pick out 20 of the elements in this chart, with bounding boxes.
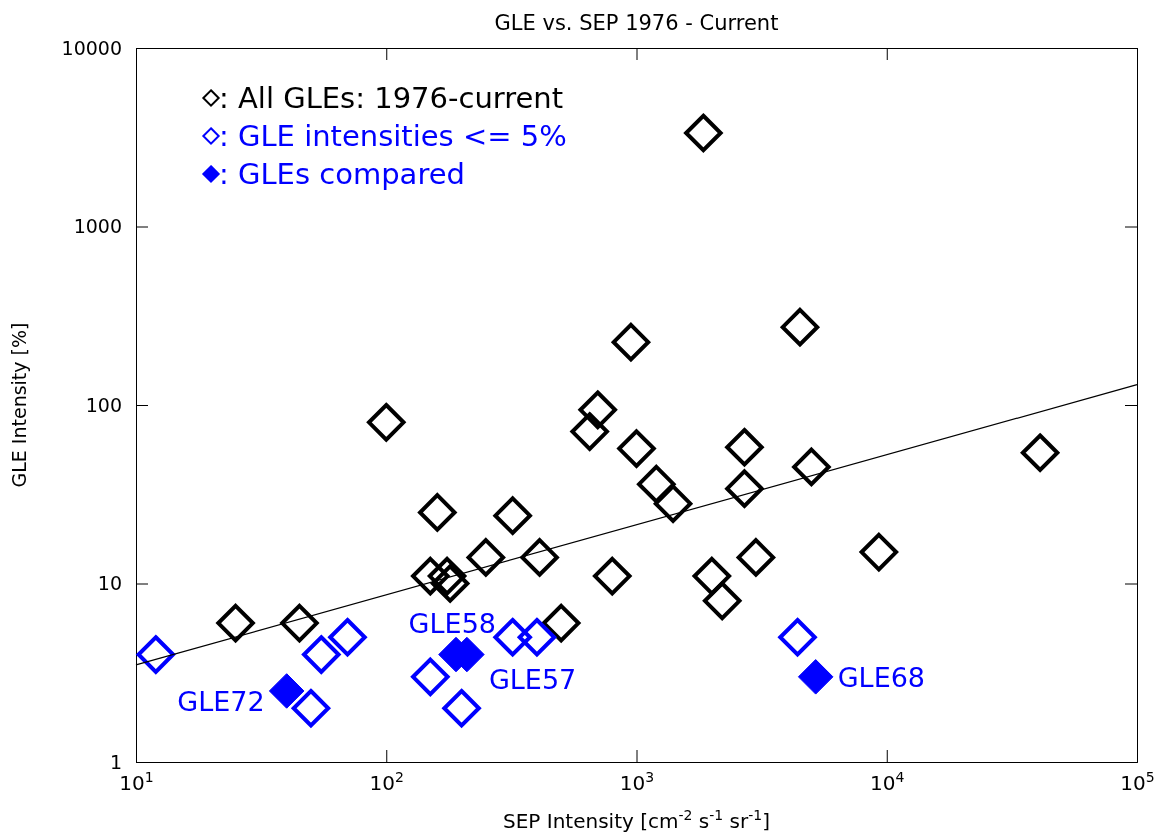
- chart-title: GLE vs. SEP 1976 - Current: [494, 11, 779, 35]
- legend-label: : All GLEs: 1976-current: [219, 81, 564, 115]
- y-tick-label: 10: [97, 572, 122, 595]
- x-tick-label: 10$^{2}$: [369, 769, 404, 796]
- y-tick-label: 100: [85, 393, 122, 416]
- annotation: GLE68: [837, 661, 926, 693]
- x-tick-label: 10$^{3}$: [619, 769, 655, 796]
- y-tick-label: 1: [109, 750, 122, 773]
- x-tick-label: 10$^{4}$: [870, 769, 905, 796]
- legend-label: : GLEs compared: [219, 157, 465, 191]
- x-axis-title: SEP Intensity [cm$^{-2}$ s$^{-1}$ sr$^{-1}$]: [503, 807, 770, 833]
- annotation: GLE57: [488, 663, 577, 695]
- y-tick-label: 1000: [73, 215, 122, 238]
- annotation: GLE72: [177, 685, 265, 717]
- legend-label: : GLE intensities <= 5%: [219, 119, 567, 153]
- y-axis-title: GLE Intensity [%]: [8, 322, 30, 488]
- y-tick-label: 10000: [61, 36, 122, 59]
- x-tick-label: 10$^{5}$: [1120, 769, 1155, 796]
- x-tick-label: 10$^{1}$: [119, 769, 154, 796]
- annotation: GLE58: [408, 607, 497, 639]
